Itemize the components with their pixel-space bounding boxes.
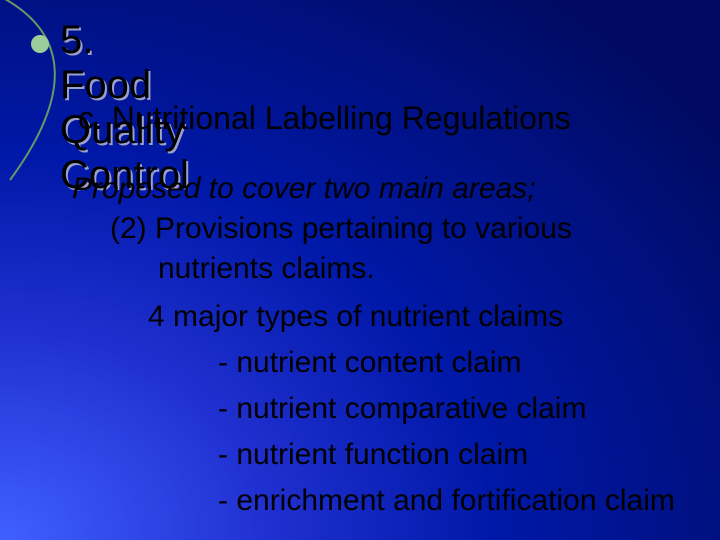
body-line-0: (2) Provisions pertaining to various — [110, 212, 572, 246]
body-line-1: nutrients claims. — [158, 252, 375, 286]
body-line-2: 4 major types of nutrient claims — [148, 300, 563, 334]
body-line-3: - nutrient content claim — [218, 346, 521, 380]
body-line-6: - enrichment and fortification claim — [218, 484, 675, 518]
body-line-4: - nutrient comparative claim — [218, 392, 586, 426]
slide-subtitle: c. Nutritional Labelling Regulations — [78, 100, 571, 137]
body-line-5: - nutrient function claim — [218, 438, 528, 472]
slide: 5. Food Quality Control 5. Food Quality … — [0, 0, 720, 540]
slide-intro: Proposed to cover two main areas; — [72, 172, 536, 206]
